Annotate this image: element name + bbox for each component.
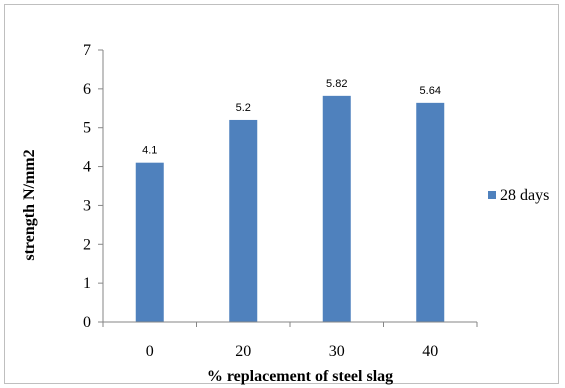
legend-swatch — [488, 191, 496, 199]
x-tick-label-30: 30 — [329, 343, 345, 360]
y-tick-label-0: 0 — [83, 314, 91, 331]
y-tick-label-6: 6 — [83, 81, 91, 98]
data-label-40: 5.64 — [420, 85, 441, 97]
x-tick-label-20: 20 — [235, 343, 251, 360]
x-axis-title: % replacement of steel slag — [207, 368, 393, 385]
bar-0 — [135, 162, 164, 322]
chart-frame — [4, 4, 559, 384]
y-tick-label-2: 2 — [83, 236, 91, 253]
legend: 28 days — [488, 187, 549, 204]
y-axis-title: strength N/mm2 — [21, 149, 38, 260]
y-tick-label-3: 3 — [83, 197, 91, 214]
bars — [135, 95, 445, 323]
data-label-30: 5.82 — [326, 78, 347, 90]
data-labels: 4.1 5.2 5.82 5.64 — [142, 78, 441, 157]
x-axis-ticks: 0 20 30 40 — [102, 322, 478, 360]
x-tick-label-40: 40 — [422, 343, 438, 360]
y-tick-label-4: 4 — [83, 159, 91, 176]
data-label-0: 4.1 — [142, 145, 157, 157]
y-tick-label-1: 1 — [83, 275, 91, 292]
legend-label-28-days: 28 days — [500, 187, 549, 204]
y-tick-label-5: 5 — [83, 120, 91, 137]
y-tick-label-7: 7 — [83, 42, 91, 59]
bar-40 — [416, 102, 445, 323]
bar-20 — [229, 119, 258, 322]
y-axis-ticks: 0 1 2 3 4 5 6 7 — [83, 42, 103, 331]
bar-30 — [322, 95, 351, 322]
data-label-20: 5.2 — [236, 102, 251, 114]
x-tick-label-0: 0 — [146, 343, 154, 360]
